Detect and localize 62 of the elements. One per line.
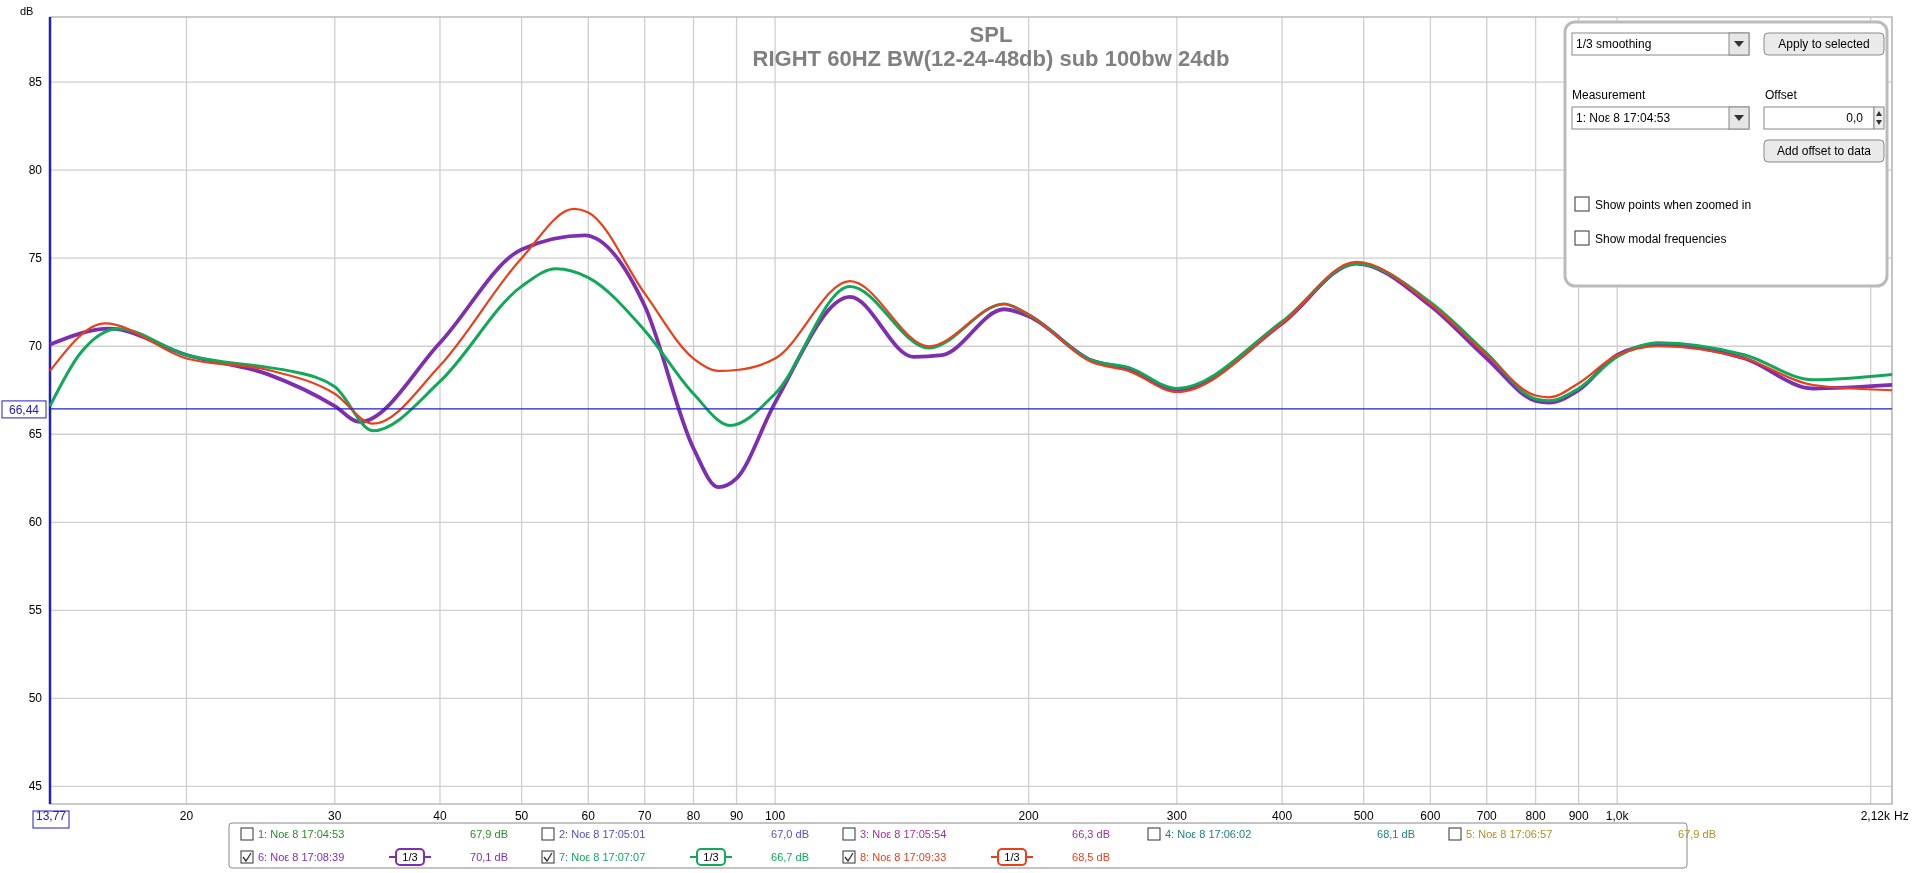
text: 3: Νοε 8 17:05:54 bbox=[860, 828, 947, 840]
y-tick-label: 60 bbox=[28, 515, 43, 530]
text: 66,3 dB bbox=[1072, 828, 1110, 840]
text: 5: Νοε 8 17:06:57 bbox=[1466, 828, 1553, 840]
ref-line-label: 66,44 bbox=[8, 402, 40, 417]
annotation: 0,0 bbox=[1846, 111, 1864, 125]
text: 1/3 bbox=[1004, 851, 1020, 863]
x-tick-label: 700 bbox=[1476, 809, 1498, 823]
y-tick-label: 65 bbox=[28, 427, 43, 442]
x-tick-label: 30 bbox=[328, 809, 342, 823]
x-tick-label: 20 bbox=[179, 809, 194, 823]
text: 68,5 dB bbox=[1072, 851, 1110, 863]
text: 70,1 dB bbox=[470, 851, 508, 863]
text: 7: Νοε 8 17:07:07 bbox=[559, 851, 646, 863]
x-tick-label: 13,77 bbox=[35, 809, 67, 823]
text: 68,1 dB bbox=[1377, 828, 1415, 840]
annotation: Show points when zoomed in bbox=[1595, 198, 1752, 212]
text: 2: Νοε 8 17:05:01 bbox=[559, 828, 646, 840]
x-tick-label: 90 bbox=[729, 809, 744, 823]
x-tick-label: 100 bbox=[765, 809, 786, 823]
x-tick-label: 80 bbox=[686, 809, 701, 823]
y-tick-label: 80 bbox=[28, 163, 43, 178]
text: 4: Νοε 8 17:06:02 bbox=[1165, 828, 1252, 840]
y-tick-label: 75 bbox=[28, 251, 43, 266]
text: RIGHT 60HZ BW(12-24-48db) sub 100bw 24db bbox=[752, 46, 1230, 71]
y-tick-label: 55 bbox=[28, 603, 43, 618]
y-tick-label: 70 bbox=[28, 339, 43, 354]
x-tick-label: 2,12k bbox=[1860, 809, 1891, 823]
text: 6: Νοε 8 17:08:39 bbox=[258, 851, 345, 863]
x-tick-label: 50 bbox=[514, 809, 529, 823]
x-tick-label: 600 bbox=[1420, 809, 1441, 823]
text: 66,7 dB bbox=[771, 851, 809, 863]
text: 67,0 dB bbox=[771, 828, 809, 840]
text: 67,9 dB bbox=[1678, 828, 1716, 840]
annotation: Add offset to data bbox=[1777, 144, 1872, 158]
text: 67,9 dB bbox=[470, 828, 508, 840]
annotation: 1/3 smoothing bbox=[1576, 37, 1652, 51]
y-tick-label: 50 bbox=[28, 691, 43, 706]
chart-title: SPL bbox=[969, 22, 1013, 47]
annotation: 1: Νοε 8 17:04:53 bbox=[1576, 111, 1671, 125]
text: 1: Νοε 8 17:04:53 bbox=[258, 828, 345, 840]
annotation: Apply to selected bbox=[1778, 37, 1870, 51]
annotation: Measurement bbox=[1572, 88, 1647, 102]
y-tick-label: 45 bbox=[28, 779, 43, 794]
x-tick-label: 40 bbox=[433, 809, 447, 823]
text: 8: Νοε 8 17:09:33 bbox=[860, 851, 947, 863]
x-tick-label: 500 bbox=[1353, 809, 1375, 823]
x-tick-label: 70 bbox=[637, 809, 652, 823]
annotation: Offset bbox=[1765, 88, 1798, 102]
x-tick-label: 300 bbox=[1166, 809, 1188, 823]
x-tick-label: 400 bbox=[1272, 809, 1293, 823]
x-tick-label: 60 bbox=[581, 809, 596, 823]
x-axis-title: Hz bbox=[1894, 809, 1909, 823]
x-tick-label: 1,0k bbox=[1605, 809, 1630, 823]
text: 1/3 bbox=[703, 851, 719, 863]
text: 1/3 bbox=[402, 851, 418, 863]
y-tick-label: 85 bbox=[28, 75, 43, 90]
annotation: Show modal frequencies bbox=[1595, 232, 1727, 246]
x-tick-label: 200 bbox=[1018, 809, 1039, 823]
x-tick-label: 900 bbox=[1568, 809, 1589, 823]
y-axis-title: dB bbox=[20, 5, 34, 17]
x-tick-label: 800 bbox=[1525, 809, 1546, 823]
